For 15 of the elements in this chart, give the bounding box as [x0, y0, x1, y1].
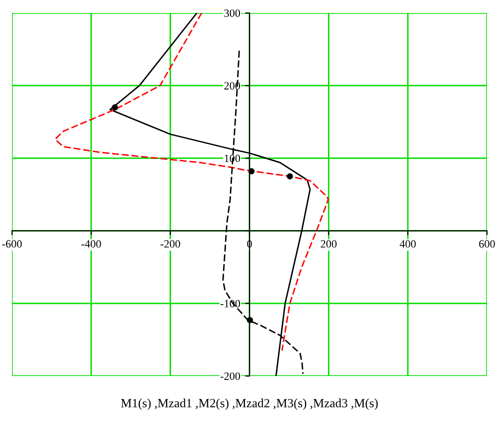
point [112, 104, 118, 110]
x-tick-label: -400 [81, 240, 101, 248]
x-axis-title: M1(s) ,Mzad1 ,M2(s) ,Mzad2 ,M3(s) ,Mzad3 ,M(s) [121, 398, 378, 410]
x-tick-label: 400 [400, 240, 416, 248]
x-tick-label: 200 [320, 240, 337, 248]
y-tick-label: 100 [224, 154, 240, 162]
x-tick-label: -200 [160, 240, 180, 248]
y-tick-label: 200 [224, 82, 240, 90]
y-tick-label: 300 [224, 9, 240, 17]
point [248, 168, 255, 174]
x-tick-label: -600 [2, 240, 22, 248]
point [286, 173, 293, 180]
y-tick-label: -200 [220, 372, 240, 380]
point [246, 317, 253, 324]
x-tick-label: 600 [479, 240, 495, 248]
